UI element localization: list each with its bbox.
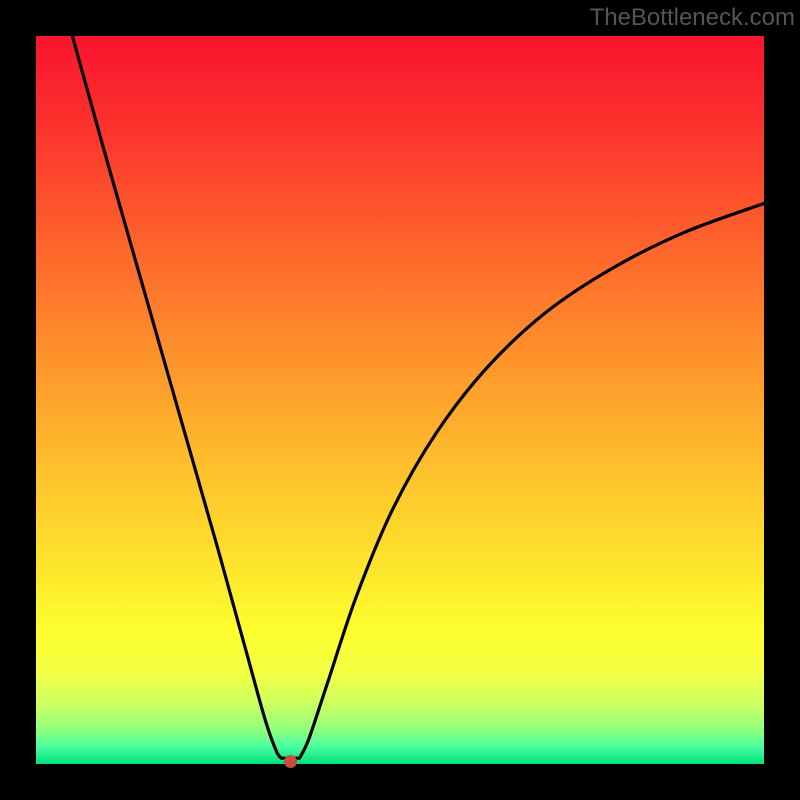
bottleneck-curve xyxy=(0,0,800,800)
watermark-text: TheBottleneck.com xyxy=(590,4,795,32)
chart-stage: TheBottleneck.com xyxy=(0,0,800,800)
curve-path xyxy=(72,36,764,758)
